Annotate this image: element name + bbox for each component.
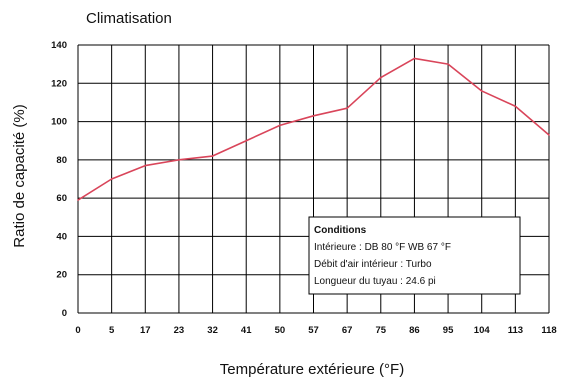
x-tick-label: 67	[342, 325, 353, 336]
x-tick-label: 118	[541, 325, 556, 336]
y-tick-label: 20	[56, 270, 67, 281]
data-point	[447, 63, 449, 65]
y-tick-label: 0	[62, 308, 67, 319]
data-point	[211, 155, 214, 157]
y-tick-label: 60	[56, 193, 67, 204]
x-tick-label: 0	[75, 325, 80, 336]
chart-title: Climatisation	[86, 10, 172, 27]
x-axis-ticks: 0 5 17 23 32 41 50 57 67 75 86 95 104 113 118	[75, 325, 556, 336]
x-tick-label: 113	[508, 325, 523, 336]
y-tick-label: 140	[51, 40, 67, 51]
x-axis-label: Température extérieure (°F)	[220, 361, 404, 378]
data-point	[379, 76, 382, 79]
x-tick-label: 32	[207, 325, 218, 336]
x-tick-label: 5	[109, 325, 115, 336]
y-axis-ticks: 0 20 40 60 80 100 120 140	[51, 40, 67, 319]
data-point	[245, 139, 248, 142]
data-point	[144, 164, 147, 167]
x-tick-label: 23	[174, 325, 185, 336]
y-tick-label: 40	[56, 231, 67, 242]
x-tick-label: 75	[375, 325, 386, 336]
conditions-line: Débit d'air intérieur : Turbo	[314, 259, 432, 270]
y-tick-label: 120	[51, 78, 67, 89]
y-tick-label: 100	[51, 117, 67, 128]
y-axis-label: Ratio de capacité (%)	[11, 104, 28, 247]
data-point	[77, 199, 79, 201]
data-point	[110, 178, 113, 180]
y-tick-label: 80	[56, 155, 67, 166]
x-tick-label: 50	[275, 325, 286, 336]
data-point	[312, 115, 315, 117]
data-point	[279, 124, 281, 127]
x-tick-label: 86	[409, 325, 420, 336]
data-point	[514, 105, 517, 108]
x-tick-label: 41	[241, 325, 252, 336]
x-tick-label: 95	[443, 325, 454, 336]
data-point	[413, 57, 416, 60]
x-tick-label: 57	[308, 325, 319, 336]
conditions-box: Conditions Intérieure : DB 80 °F WB 67 °…	[308, 216, 521, 295]
series	[77, 57, 550, 201]
x-tick-label: 104	[474, 325, 491, 336]
conditions-line: Intérieure : DB 80 °F WB 67 °F	[314, 242, 451, 253]
data-point	[480, 90, 483, 92]
conditions-line: Longueur du tuyau : 24.6 pi	[314, 276, 436, 287]
data-point	[346, 107, 348, 109]
data-point	[548, 134, 550, 136]
data-point	[178, 159, 180, 161]
conditions-title: Conditions	[314, 225, 367, 236]
x-tick-label: 17	[140, 325, 151, 336]
